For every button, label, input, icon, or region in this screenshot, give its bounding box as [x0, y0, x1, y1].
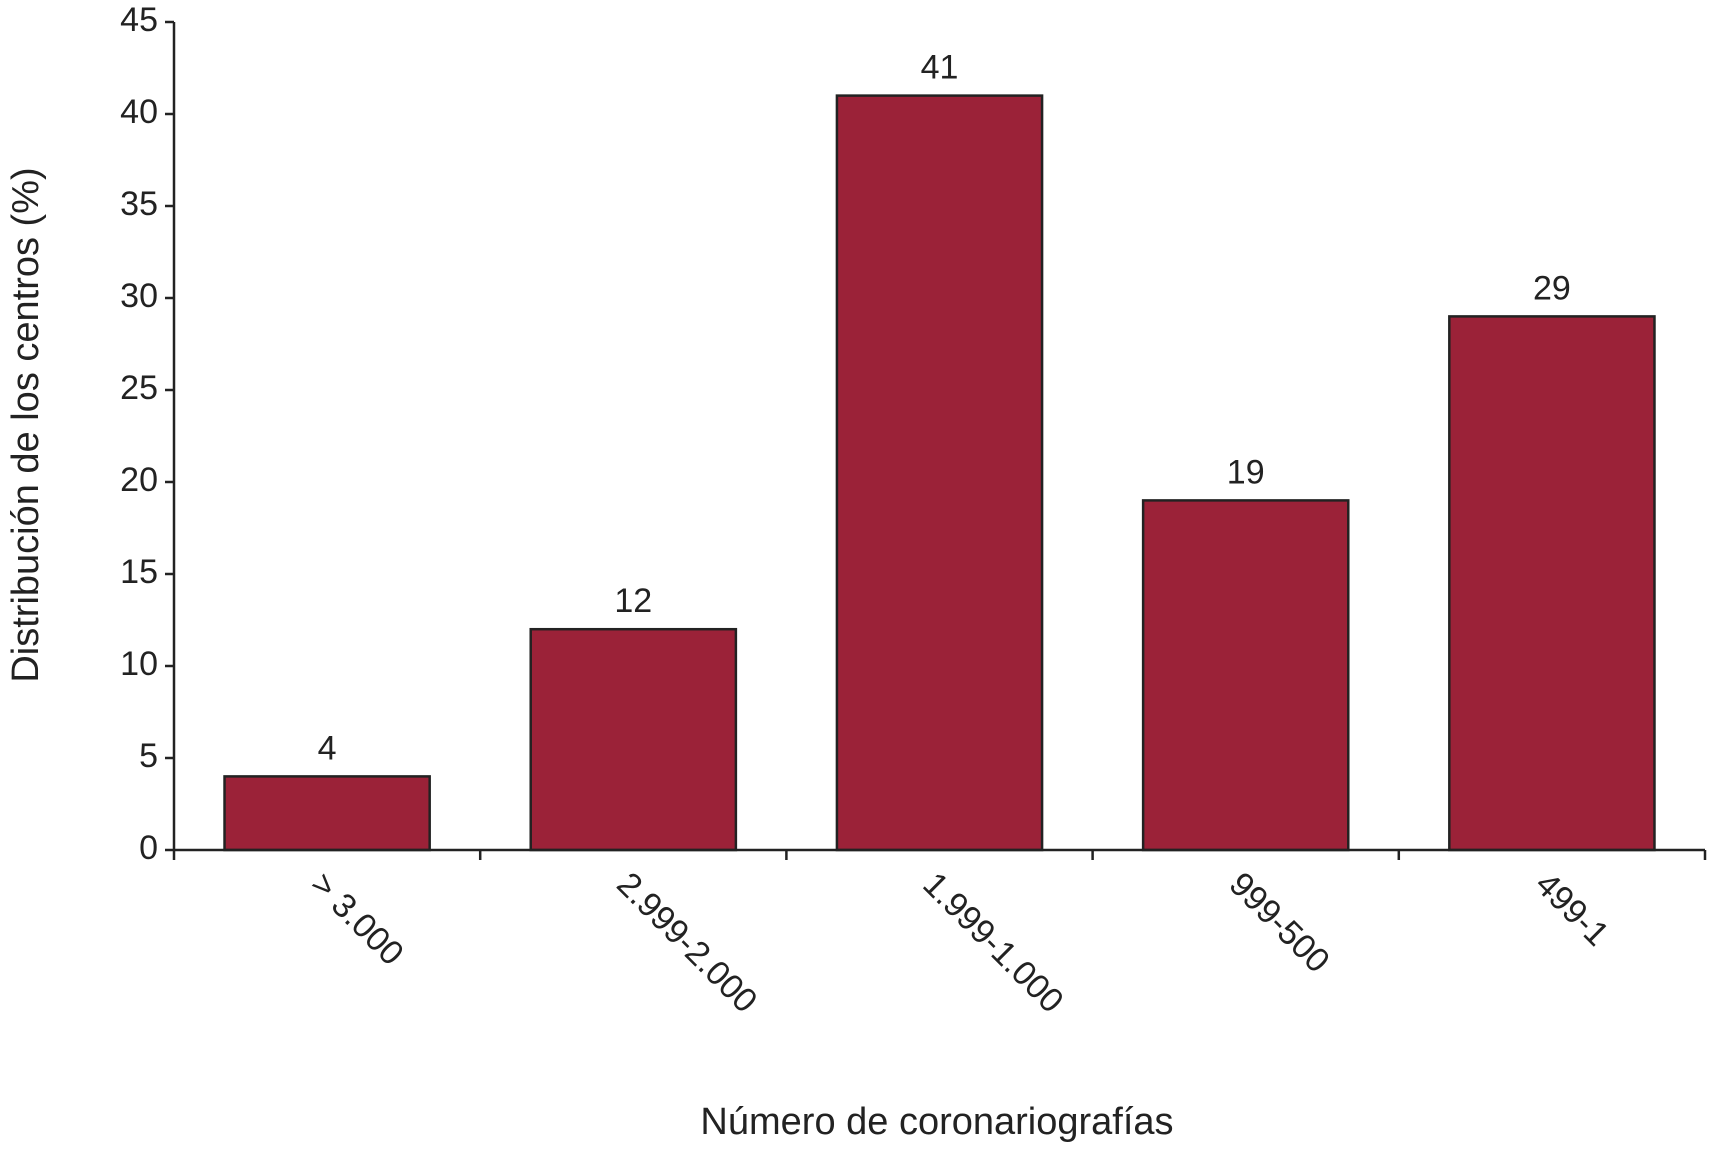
y-tick-label: 30	[120, 277, 158, 315]
x-tick-label: > 3.000	[303, 865, 411, 973]
x-tick-label: 499-1	[1528, 865, 1616, 953]
x-axis-title: Número de coronariografías	[700, 1101, 1173, 1143]
y-tick-label: 20	[120, 461, 158, 499]
x-tick-label: 1.999-1.000	[915, 865, 1070, 1020]
bar	[1448, 315, 1656, 852]
x-tick-label: 2.999-2.000	[609, 865, 764, 1020]
value-label: 4	[318, 729, 337, 767]
value-label: 41	[921, 49, 959, 87]
y-tick-label: 45	[120, 1, 158, 39]
y-tick-label: 15	[120, 553, 158, 591]
bar	[223, 775, 431, 852]
y-tick-label: 5	[139, 737, 158, 775]
y-tick-label: 10	[120, 645, 158, 683]
y-tick-label: 0	[139, 829, 158, 867]
y-axis-title: Distribución de los centros (%)	[5, 167, 47, 682]
x-tick-label: 999-500	[1222, 865, 1337, 980]
value-label: 19	[1227, 453, 1265, 491]
bar	[1141, 499, 1350, 852]
y-tick-label: 25	[120, 369, 158, 407]
value-label: 29	[1533, 269, 1571, 307]
y-tick-label: 40	[120, 93, 158, 131]
y-tick-label: 35	[120, 185, 158, 223]
bar	[529, 627, 738, 852]
value-label: 12	[614, 582, 652, 620]
bar	[835, 94, 1044, 852]
